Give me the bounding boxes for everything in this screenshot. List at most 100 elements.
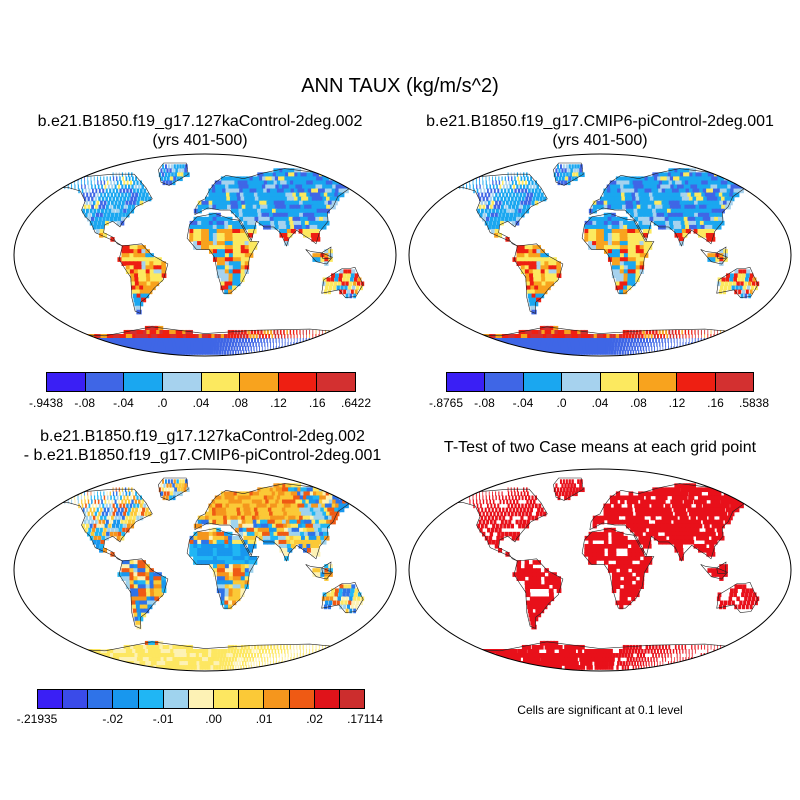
grid-cell bbox=[216, 661, 220, 666]
grid-cell bbox=[220, 552, 226, 557]
grid-cell bbox=[312, 334, 314, 339]
grid-cell bbox=[302, 338, 304, 343]
grid-cell bbox=[210, 657, 215, 662]
grid-cell bbox=[545, 281, 551, 287]
grid-cell bbox=[89, 200, 92, 206]
grid-cell bbox=[284, 531, 291, 537]
grid-cell bbox=[655, 204, 661, 210]
grid-cell bbox=[255, 649, 258, 654]
grid-cell bbox=[258, 196, 264, 202]
grid-cell bbox=[556, 350, 562, 355]
grid-cell bbox=[228, 233, 234, 238]
grid-cell bbox=[92, 539, 97, 545]
grid-cell bbox=[226, 511, 231, 517]
grid-cell bbox=[308, 196, 315, 202]
grid-cell bbox=[719, 200, 726, 206]
grid-cell bbox=[116, 491, 118, 497]
grid-cell bbox=[240, 233, 246, 238]
grid-cell bbox=[711, 257, 716, 262]
grid-cell bbox=[153, 265, 159, 270]
grid-cell bbox=[248, 253, 254, 258]
grid-cell bbox=[218, 507, 224, 513]
grid-cell bbox=[295, 515, 302, 521]
grid-cell bbox=[97, 535, 102, 541]
grid-cell bbox=[186, 649, 191, 654]
grid-cell bbox=[332, 285, 337, 291]
grid-cell bbox=[221, 499, 227, 505]
grid-cell bbox=[540, 192, 544, 198]
grid-cell bbox=[704, 334, 706, 339]
grid-cell bbox=[255, 515, 261, 521]
grid-cell bbox=[558, 176, 562, 182]
grid-cell bbox=[311, 552, 317, 557]
grid-cell bbox=[316, 192, 324, 198]
grid-cell bbox=[552, 269, 558, 274]
grid-cell bbox=[161, 665, 167, 670]
grid-cell bbox=[480, 200, 484, 206]
grid-cell bbox=[327, 334, 330, 339]
grid-cell bbox=[318, 184, 326, 190]
grid-cell bbox=[312, 329, 314, 335]
grid-cell bbox=[516, 245, 522, 250]
grid-cell bbox=[680, 192, 686, 198]
grid-cell bbox=[529, 301, 535, 307]
grid-cell bbox=[615, 176, 621, 182]
grid-cell bbox=[235, 499, 240, 505]
grid-cell bbox=[744, 293, 748, 299]
grid-cell bbox=[284, 241, 289, 246]
grid-cell bbox=[121, 499, 124, 505]
grid-cell bbox=[279, 350, 282, 355]
grid-cell bbox=[507, 176, 510, 182]
grid-cell bbox=[335, 176, 343, 182]
grid-cell bbox=[688, 334, 690, 339]
grid-cell bbox=[82, 507, 85, 513]
grid-cell bbox=[510, 350, 518, 355]
grid-cell bbox=[243, 216, 248, 222]
grid-cell bbox=[154, 640, 161, 646]
grid-cell bbox=[278, 519, 284, 525]
grid-cell bbox=[276, 180, 283, 186]
grid-cell bbox=[234, 204, 240, 210]
grid-cell bbox=[714, 216, 720, 222]
grid-cell bbox=[100, 495, 102, 501]
grid-cell bbox=[131, 600, 137, 606]
grid-cell bbox=[286, 196, 293, 202]
grid-cell bbox=[532, 196, 536, 202]
grid-cell bbox=[279, 208, 285, 214]
grid-cell bbox=[631, 245, 637, 250]
grid-cell bbox=[682, 334, 684, 339]
grid-cell bbox=[150, 281, 156, 287]
grid-cell bbox=[212, 257, 218, 262]
grid-cell bbox=[137, 584, 143, 589]
grid-cell bbox=[294, 188, 300, 194]
grid-cell bbox=[285, 535, 291, 541]
grid-cell bbox=[750, 285, 755, 291]
grid-cell bbox=[629, 342, 632, 347]
grid-cell bbox=[143, 503, 147, 509]
grid-cell bbox=[120, 204, 124, 210]
grid-cell bbox=[194, 665, 198, 670]
grid-cell bbox=[128, 491, 131, 497]
grid-cell bbox=[274, 220, 280, 226]
grid-cell bbox=[485, 216, 490, 222]
grid-cell bbox=[283, 188, 290, 194]
grid-cell bbox=[340, 600, 344, 606]
grid-cell bbox=[105, 204, 109, 210]
grid-cell bbox=[85, 188, 87, 194]
grid-cell bbox=[232, 596, 237, 602]
grid-cell bbox=[283, 511, 289, 517]
grid-cell bbox=[239, 661, 241, 666]
grid-cell bbox=[467, 334, 475, 339]
grid-cell bbox=[305, 184, 312, 190]
grid-cell bbox=[325, 329, 327, 335]
grid-cell bbox=[526, 204, 530, 210]
grid-cell bbox=[680, 204, 687, 210]
grid-cell bbox=[548, 273, 554, 279]
grid-cell bbox=[658, 188, 664, 194]
grid-cell bbox=[611, 346, 615, 351]
grid-cell bbox=[488, 192, 491, 198]
grid-cell bbox=[665, 342, 667, 347]
grid-cell bbox=[253, 507, 259, 513]
grid-cell bbox=[638, 224, 644, 230]
grid-cell bbox=[92, 503, 94, 509]
